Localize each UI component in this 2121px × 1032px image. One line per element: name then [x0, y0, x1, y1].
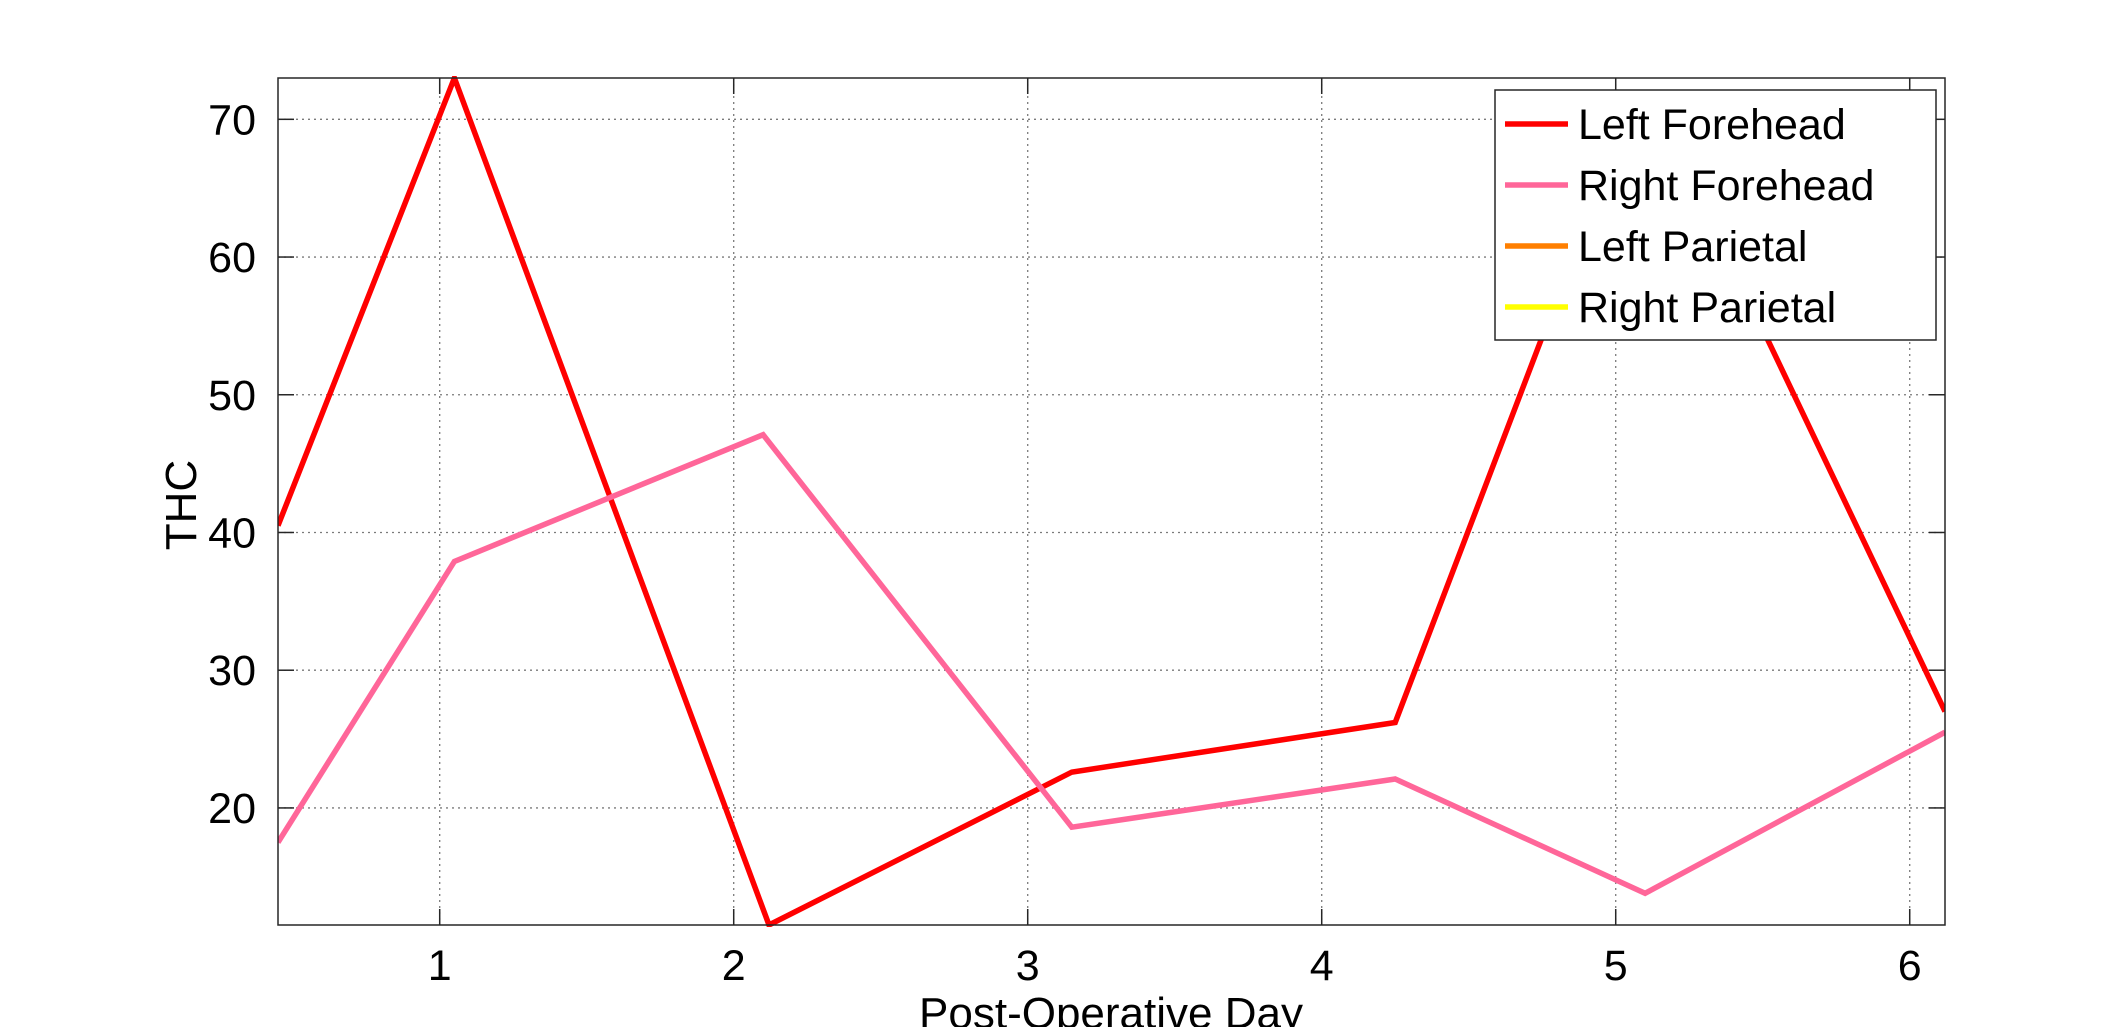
- x-tick-label-3: 3: [1016, 942, 1040, 990]
- legend-label-right-parietal: Right Parietal: [1578, 284, 1836, 332]
- tick-labels: 1 2 3 4 5 6 20 30 40 50 60 70: [208, 96, 1922, 990]
- legend-label-right-forehead: Right Forehead: [1578, 162, 1874, 210]
- x-tick-label-4: 4: [1310, 942, 1334, 990]
- axis-ticks: [278, 78, 1945, 925]
- plot-area-frame: [277, 77, 1946, 926]
- grid-lines: [278, 78, 1945, 925]
- x-tick-label-6: 6: [1898, 942, 1922, 990]
- legend-label-left-parietal: Left Parietal: [1578, 223, 1807, 271]
- x-tick-label-2: 2: [722, 942, 746, 990]
- legend: Left Forehead Right Forehead Left Parietal…: [1494, 89, 1937, 341]
- y-tick-label-60: 60: [208, 234, 256, 282]
- y-tick-label-40: 40: [208, 509, 256, 557]
- legend-label-left-forehead: Left Forehead: [1578, 101, 1846, 149]
- x-tick-label-5: 5: [1604, 942, 1628, 990]
- y-tick-label-70: 70: [208, 96, 256, 144]
- y-tick-label-50: 50: [208, 372, 256, 420]
- y-axis-label: THC: [157, 460, 206, 550]
- series-line-right-forehead: [278, 431, 1945, 897]
- y-tick-label-30: 30: [208, 647, 256, 695]
- x-tick-label-1: 1: [428, 942, 452, 990]
- legend-box: [1494, 89, 1937, 341]
- x-axis-label: Post-Operative Day: [919, 989, 1303, 1027]
- y-tick-label-20: 20: [208, 785, 256, 833]
